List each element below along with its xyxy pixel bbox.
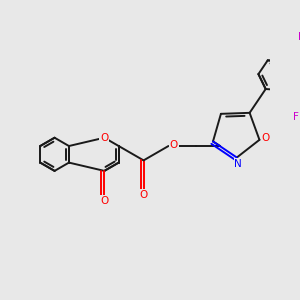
Text: O: O (169, 140, 178, 150)
Text: F: F (293, 112, 298, 122)
Text: O: O (100, 133, 109, 143)
Text: F: F (298, 32, 300, 42)
Text: O: O (140, 190, 148, 200)
Text: O: O (262, 134, 270, 143)
Text: O: O (100, 196, 109, 206)
Text: N: N (234, 159, 242, 169)
